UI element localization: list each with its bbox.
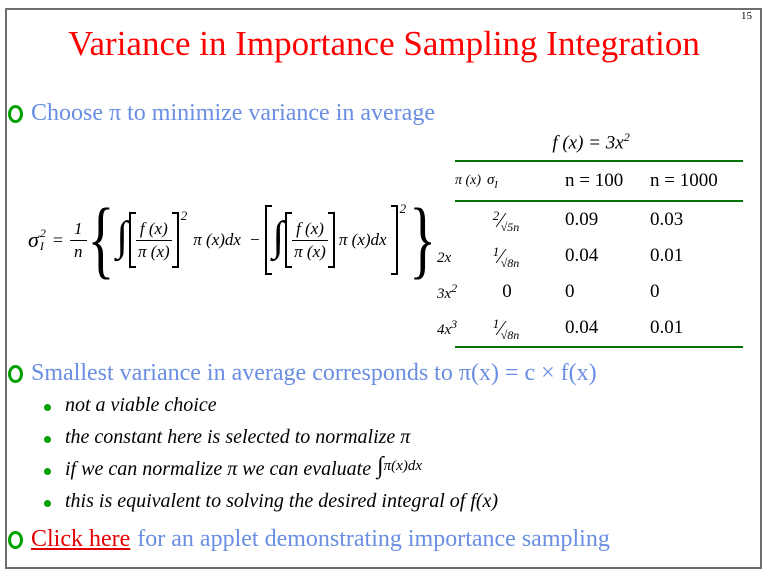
pi-x-dx-term: π (x)dx: [193, 230, 241, 249]
click-here-link[interactable]: Click here: [31, 526, 131, 552]
bullet-dot-icon: [44, 468, 51, 475]
link-description: for an applet demonstrating importance s…: [137, 526, 610, 552]
bullet-text: Choose π to minimize variance in average: [31, 100, 435, 126]
sigma-squared-term: σ 2 I: [28, 226, 46, 253]
sigma-value: 1⁄√8n: [492, 243, 520, 270]
f-over-pi-fraction: f (x) π (x): [135, 219, 172, 261]
n100-value: 0: [565, 281, 575, 302]
n1000-value: 0.01: [650, 245, 684, 266]
bullet-smallest-variance: Smallest variance in average corresponds…: [8, 360, 597, 387]
inline-integral-expression: ∫π(x)dx: [377, 453, 422, 479]
integral-sign: ∫: [272, 214, 285, 261]
table-row: 4x3 1⁄√8n 0.04 0.01: [437, 310, 745, 346]
table-rule-top: [455, 160, 743, 162]
bullet-dot-icon: [44, 436, 51, 443]
sub-bullet-list: not a viable choice the constant here is…: [44, 394, 498, 522]
left-bracket: [285, 212, 293, 268]
table-rule-header: [455, 200, 743, 202]
integral-sign: ∫: [116, 214, 128, 261]
list-item: if we can normalize π we can evaluate ∫π…: [44, 453, 498, 490]
bracket-exponent: 2: [399, 201, 407, 216]
variance-table: f (x) = 3x2 π (x) σI n = 100 n = 1000 2⁄…: [437, 130, 745, 348]
table-row: 2x 1⁄√8n 0.04 0.01: [437, 238, 745, 274]
list-item: not a viable choice: [44, 394, 498, 426]
minus-sign: −: [249, 230, 260, 249]
list-item: this is equivalent to solving the desire…: [44, 490, 498, 522]
column-header-n1000: n = 1000: [650, 170, 718, 191]
table-header-row: π (x) σI n = 100 n = 1000: [437, 162, 745, 200]
pi-x-dx-term: π (x)dx: [338, 230, 387, 249]
page-number: 15: [741, 10, 752, 22]
column-header-n100: n = 100: [565, 170, 624, 191]
f-over-pi-fraction: f (x) π (x): [292, 219, 328, 261]
table-row: 2⁄√5n 0.09 0.03: [437, 202, 745, 238]
one-over-n-fraction: 1 n: [70, 219, 87, 261]
left-bracket: [128, 212, 136, 268]
sigma-value: 0: [502, 281, 512, 302]
first-bracket-group: f (x) π (x) 2: [128, 208, 189, 268]
column-header-sigma: σI: [487, 171, 498, 191]
equals-sign: =: [52, 229, 64, 250]
bullet-circle-icon: [8, 531, 23, 549]
bullet-circle-icon: [8, 365, 23, 383]
column-header-pi: π (x): [455, 173, 482, 188]
n1000-value: 0.03: [650, 209, 684, 230]
bullet-text: Smallest variance in average corresponds…: [31, 360, 597, 386]
n1000-value: 0.01: [650, 317, 684, 338]
bracket-exponent: 2: [180, 208, 188, 223]
bullet-dot-icon: [44, 404, 51, 411]
right-bracket: [171, 212, 179, 268]
right-bracket: [390, 205, 398, 275]
second-bracket-group: ∫ f (x) π (x) π (x)dx 2: [264, 201, 409, 275]
sigma-value: 1⁄√8n: [492, 315, 520, 342]
bullet-applet-link: Click here for an applet demonstrating im…: [8, 526, 610, 553]
sigma-value: 2⁄√5n: [492, 207, 520, 234]
n1000-value: 0: [650, 281, 660, 302]
table-title: f (x) = 3x2: [552, 130, 630, 154]
bullet-circle-icon: [8, 105, 23, 123]
slide-border: [5, 8, 762, 569]
bullet-choose-pi: Choose π to minimize variance in average: [8, 100, 435, 127]
bullet-dot-icon: [44, 500, 51, 507]
n100-value: 0.04: [565, 245, 599, 266]
slide-title: Variance in Importance Sampling Integrat…: [68, 24, 700, 63]
list-item: the constant here is selected to normali…: [44, 426, 498, 458]
n100-value: 0.09: [565, 209, 599, 230]
left-bracket: [264, 205, 272, 275]
right-brace: }: [409, 191, 436, 289]
variance-formula: σ 2 I = 1 n { ∫ f (x) π (x) 2 π (x)dx − …: [28, 194, 437, 286]
table-row: 3x2 0 0 0: [437, 274, 745, 310]
left-brace: {: [87, 191, 115, 289]
right-bracket: [327, 212, 335, 268]
table-rule-bottom: [455, 346, 743, 348]
n100-value: 0.04: [565, 317, 599, 338]
